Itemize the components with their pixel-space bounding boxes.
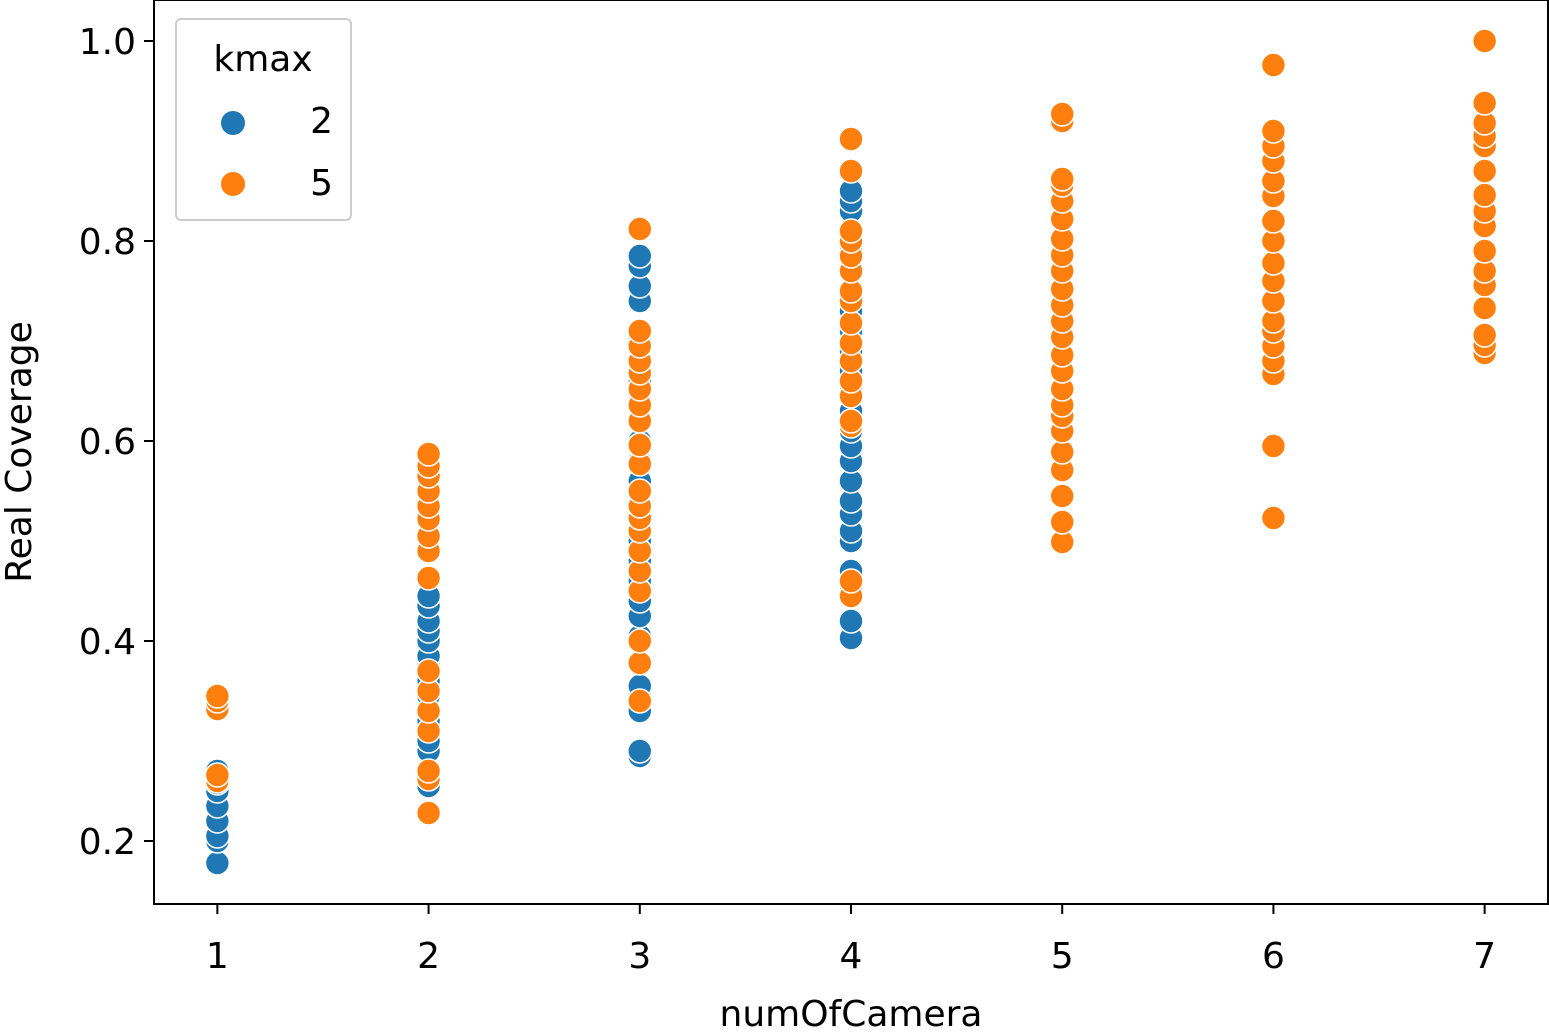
scatter-point: [1049, 483, 1076, 509]
scatter-point: [1260, 433, 1287, 459]
y-tick-label: 0.4: [79, 622, 136, 663]
x-tick-label: 4: [840, 936, 863, 977]
scatter-point: [415, 565, 442, 591]
scatter-point: [1471, 295, 1498, 321]
y-tick-label: 0.8: [79, 222, 136, 263]
scatter-point: [415, 800, 442, 826]
y-axis-label: Real Coverage: [0, 321, 40, 583]
scatter-point: [626, 650, 653, 676]
scatter-point: [1260, 505, 1287, 531]
scatter-point: [415, 441, 442, 467]
scatter-point: [1260, 250, 1287, 276]
scatter-point: [415, 658, 442, 684]
scatter-point: [1049, 101, 1076, 127]
points-layer: [204, 28, 1498, 876]
y-tick-label: 0.2: [79, 822, 136, 863]
scatter-point: [626, 478, 653, 504]
series-2-points: [204, 28, 1498, 826]
scatter-point: [838, 218, 864, 244]
x-tick-label: 6: [1262, 936, 1285, 977]
scatter-point: [1471, 28, 1498, 54]
scatter-point: [838, 126, 864, 152]
legend-label-series-1: 2: [310, 101, 333, 142]
scatter-point: [1471, 238, 1498, 264]
scatter-point: [1049, 166, 1076, 192]
x-tick-label: 3: [628, 936, 651, 977]
x-tick-label: 2: [417, 936, 440, 977]
scatter-point: [838, 608, 864, 634]
scatter-point: [1471, 90, 1498, 116]
y-tick-label: 1.0: [79, 22, 136, 63]
scatter-point: [626, 216, 653, 242]
series-1-points: [204, 178, 864, 876]
legend-label-series-2: 5: [310, 163, 333, 204]
scatter-point: [204, 850, 231, 876]
x-axis-ticks: 1 2 3 4 5 6 7: [206, 904, 1496, 977]
scatter-point: [626, 738, 653, 764]
scatter-point: [838, 568, 864, 594]
scatter-point: [415, 758, 442, 784]
scatter-point: [626, 688, 653, 714]
x-tick-label: 1: [206, 936, 229, 977]
scatter-point: [626, 318, 653, 344]
legend-marker-series-2: [219, 170, 247, 198]
x-tick-label: 7: [1473, 936, 1496, 977]
legend: kmax 2 5: [175, 18, 352, 221]
legend-marker-series-1: [219, 109, 247, 137]
scatter-point: [626, 432, 653, 458]
scatter-point: [1049, 509, 1076, 535]
scatter-point: [1471, 182, 1498, 208]
scatter-point: [1260, 52, 1287, 78]
scatter-point: [1471, 322, 1498, 348]
y-tick-label: 0.6: [79, 422, 136, 463]
scatter-point: [1260, 208, 1287, 234]
scatter-point: [626, 628, 653, 654]
x-axis-label: numOfCamera: [720, 994, 983, 1035]
scatter-point: [838, 158, 864, 184]
scatter-point: [1471, 158, 1498, 184]
x-tick-label: 5: [1051, 936, 1074, 977]
scatter-point: [838, 310, 864, 336]
legend-title: kmax: [213, 39, 312, 80]
scatter-point: [838, 408, 864, 434]
y-axis-ticks: 0.2 0.4 0.6 0.8 1.0: [79, 22, 154, 863]
scatter-point: [204, 683, 231, 709]
scatter-point: [1260, 118, 1287, 144]
scatter-point: [204, 762, 231, 788]
scatter-point: [626, 243, 653, 269]
legend-box: [175, 18, 352, 221]
